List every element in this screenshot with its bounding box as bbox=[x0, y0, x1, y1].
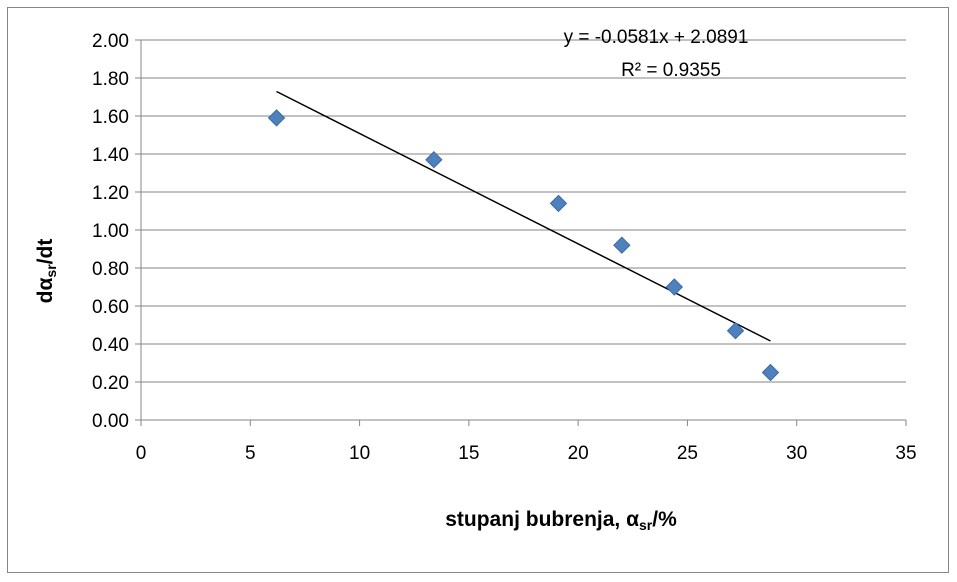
data-point-6 bbox=[726, 321, 745, 340]
trendline bbox=[276, 90, 771, 342]
data-point-5 bbox=[665, 278, 684, 296]
axes bbox=[135, 39, 907, 426]
y-tick-label: 1.20 bbox=[92, 183, 129, 204]
x-tick-labels: 0 5 10 15 20 25 30 35 bbox=[136, 443, 917, 464]
data-point-7 bbox=[761, 363, 780, 382]
data-points bbox=[267, 109, 780, 382]
x-tick-label: 5 bbox=[245, 443, 256, 464]
x-tick-label: 0 bbox=[136, 443, 147, 464]
trendline-layer bbox=[276, 90, 771, 342]
data-point-1 bbox=[267, 109, 286, 127]
gridlines bbox=[141, 39, 906, 383]
data-point-2 bbox=[425, 150, 443, 169]
y-tick-label: 1.80 bbox=[92, 69, 129, 90]
x-tick-label: 30 bbox=[786, 443, 807, 464]
x-tick-label: 35 bbox=[895, 443, 916, 464]
y-tick-label: 0.60 bbox=[92, 297, 129, 318]
y-tick-label: 0.20 bbox=[92, 373, 129, 394]
y-tick-label: 0.00 bbox=[92, 411, 129, 432]
x-axis-title: stupanj bubrenja, αsr/% bbox=[445, 508, 677, 533]
y-tick-labels: 0.00 0.20 0.40 0.60 0.80 1.00 1.20 1.40 1.60 1.80… bbox=[92, 31, 129, 432]
chart-svg: 0.00 0.20 0.40 0.60 0.80 1.00 1.20 1.40 1.60 1.80… bbox=[34, 27, 917, 533]
y-tick-label: 1.00 bbox=[92, 221, 129, 242]
x-tick-label: 10 bbox=[349, 443, 370, 464]
trendline-equation: y = -0.0581x + 2.0891 bbox=[564, 27, 749, 48]
y-tick-label: 2.00 bbox=[92, 31, 129, 52]
y-axis-title: dαsr/dt bbox=[34, 239, 59, 304]
x-tick-label: 20 bbox=[568, 443, 589, 464]
y-tick-label: 0.80 bbox=[92, 259, 129, 280]
data-point-3 bbox=[549, 194, 568, 213]
trendline-r-squared: R² = 0.9355 bbox=[621, 60, 721, 81]
data-point-4 bbox=[613, 236, 631, 254]
y-tick-label: 1.40 bbox=[92, 145, 129, 166]
y-tick-label: 1.60 bbox=[92, 107, 129, 128]
x-tick-label: 15 bbox=[458, 443, 479, 464]
chart-frame: 0.00 0.20 0.40 0.60 0.80 1.00 1.20 1.40 1.60 1.80… bbox=[7, 7, 949, 573]
y-tick-label: 0.40 bbox=[92, 335, 129, 356]
x-tick-label: 25 bbox=[677, 443, 698, 464]
